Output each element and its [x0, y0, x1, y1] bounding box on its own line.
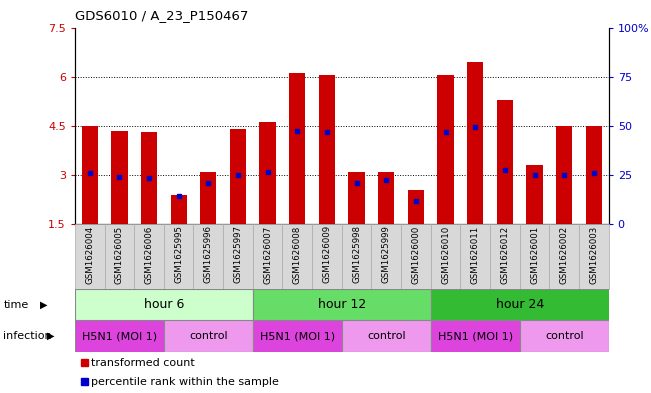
Bar: [519, 320, 609, 352]
Text: GSM1626006: GSM1626006: [145, 225, 154, 284]
Bar: [378, 172, 395, 224]
Bar: [111, 130, 128, 224]
Bar: [497, 99, 513, 224]
Text: percentile rank within the sample: percentile rank within the sample: [90, 376, 279, 387]
Bar: [283, 224, 312, 289]
Bar: [319, 75, 335, 224]
Text: GSM1626010: GSM1626010: [441, 225, 450, 284]
Bar: [348, 172, 365, 224]
Bar: [372, 224, 401, 289]
Bar: [549, 224, 579, 289]
Text: GSM1626004: GSM1626004: [85, 225, 94, 284]
Text: H5N1 (MOI 1): H5N1 (MOI 1): [82, 331, 157, 341]
Text: control: control: [545, 331, 583, 341]
Bar: [75, 289, 253, 320]
Text: GSM1625995: GSM1625995: [174, 225, 183, 283]
Text: infection: infection: [3, 331, 52, 341]
Bar: [460, 224, 490, 289]
Bar: [342, 320, 431, 352]
Bar: [81, 126, 98, 224]
Bar: [408, 189, 424, 224]
Text: GSM1626008: GSM1626008: [293, 225, 302, 284]
Text: GSM1626005: GSM1626005: [115, 225, 124, 284]
Text: hour 24: hour 24: [495, 298, 544, 311]
Bar: [105, 224, 134, 289]
Text: GSM1625996: GSM1625996: [204, 225, 213, 283]
Bar: [75, 224, 105, 289]
Text: control: control: [189, 331, 228, 341]
Bar: [164, 224, 193, 289]
Text: hour 6: hour 6: [144, 298, 184, 311]
Bar: [134, 224, 164, 289]
Text: GSM1626001: GSM1626001: [530, 225, 539, 284]
Bar: [171, 195, 187, 224]
Text: GSM1626007: GSM1626007: [263, 225, 272, 284]
Text: GSM1626002: GSM1626002: [560, 225, 569, 284]
Text: H5N1 (MOI 1): H5N1 (MOI 1): [437, 331, 513, 341]
Bar: [490, 224, 519, 289]
Bar: [579, 224, 609, 289]
Bar: [193, 224, 223, 289]
Bar: [431, 224, 460, 289]
Text: GSM1626009: GSM1626009: [322, 225, 331, 283]
Text: GSM1626000: GSM1626000: [411, 225, 421, 284]
Text: transformed count: transformed count: [90, 358, 195, 368]
Text: H5N1 (MOI 1): H5N1 (MOI 1): [260, 331, 335, 341]
Text: GDS6010 / A_23_P150467: GDS6010 / A_23_P150467: [75, 9, 248, 22]
Bar: [527, 165, 543, 224]
Bar: [253, 320, 342, 352]
Bar: [437, 75, 454, 224]
Bar: [586, 126, 602, 224]
Bar: [556, 126, 572, 224]
Text: hour 12: hour 12: [318, 298, 366, 311]
Bar: [431, 289, 609, 320]
Bar: [312, 224, 342, 289]
Text: GSM1625997: GSM1625997: [234, 225, 242, 283]
Bar: [223, 224, 253, 289]
Bar: [253, 289, 431, 320]
Bar: [253, 224, 283, 289]
Text: GSM1626012: GSM1626012: [501, 225, 509, 284]
Text: GSM1625998: GSM1625998: [352, 225, 361, 283]
Bar: [230, 129, 246, 224]
Text: control: control: [367, 331, 406, 341]
Text: GSM1625999: GSM1625999: [381, 225, 391, 283]
Bar: [260, 123, 276, 224]
Bar: [75, 320, 164, 352]
Bar: [200, 172, 217, 224]
Bar: [342, 224, 372, 289]
Bar: [431, 320, 519, 352]
Bar: [141, 132, 157, 224]
Text: GSM1626003: GSM1626003: [589, 225, 598, 284]
Bar: [289, 73, 305, 224]
Text: ▶: ▶: [40, 299, 48, 310]
Bar: [401, 224, 431, 289]
Text: GSM1626011: GSM1626011: [471, 225, 480, 284]
Bar: [164, 320, 253, 352]
Bar: [467, 62, 484, 224]
Text: ▶: ▶: [47, 331, 55, 341]
Bar: [519, 224, 549, 289]
Text: time: time: [3, 299, 29, 310]
